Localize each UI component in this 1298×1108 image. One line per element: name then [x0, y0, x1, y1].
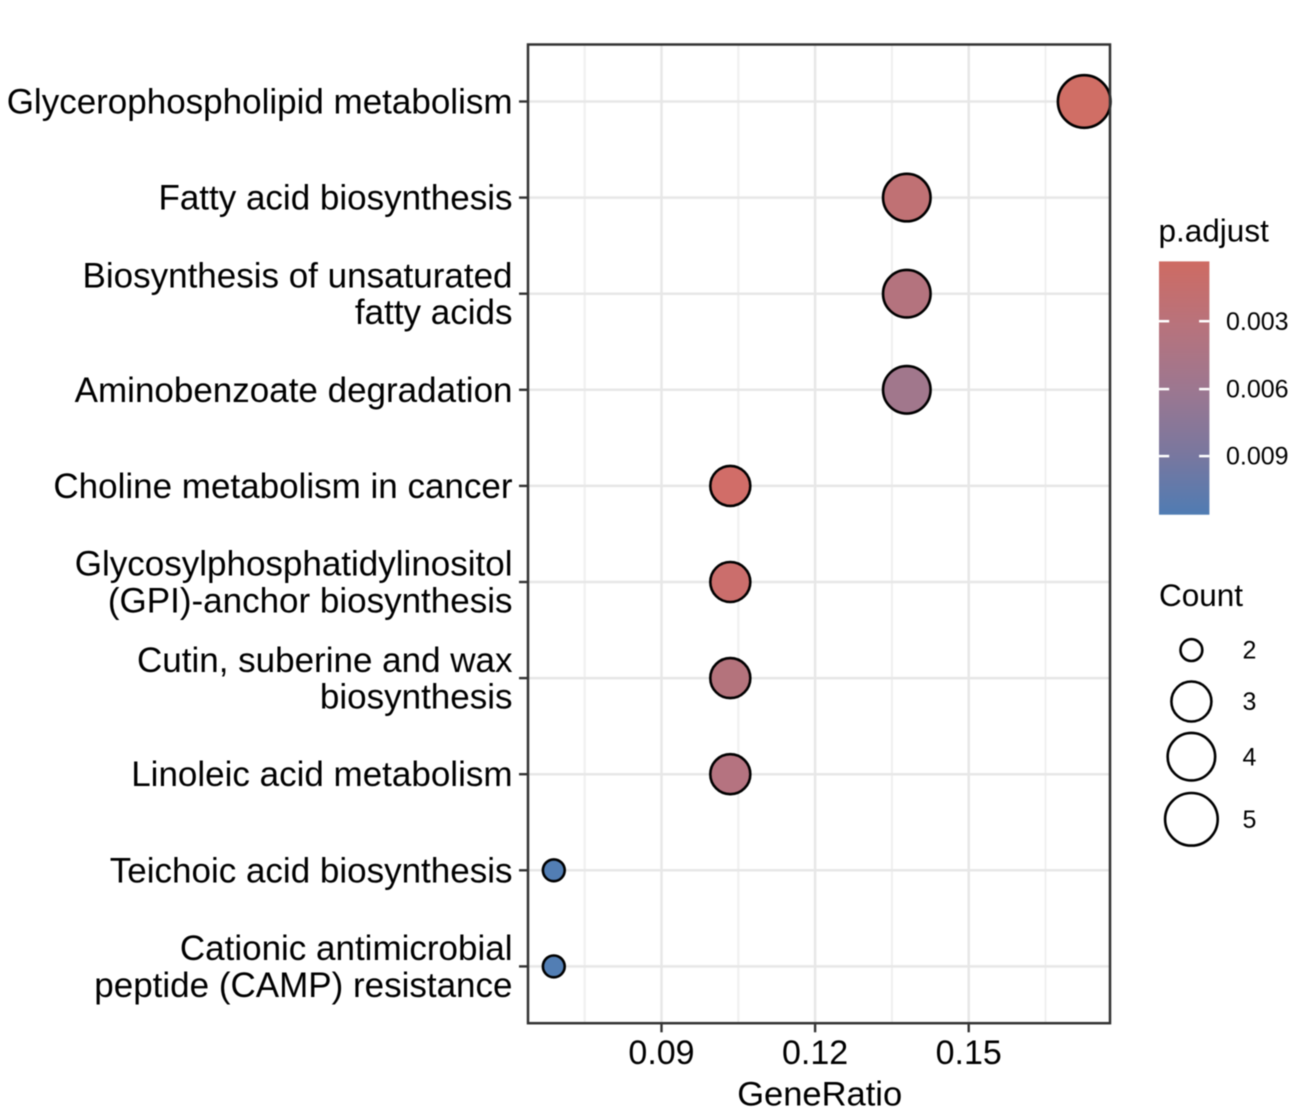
svg-text:0.006: 0.006 — [1226, 376, 1289, 404]
svg-text:Aminobenzoate degradation: Aminobenzoate degradation — [75, 371, 513, 410]
svg-text:Choline metabolism in cancer: Choline metabolism in cancer — [53, 467, 512, 506]
svg-text:fatty acids: fatty acids — [355, 293, 513, 332]
svg-text:Glycerophospholipid metabolism: Glycerophospholipid metabolism — [7, 83, 513, 122]
svg-text:Linoleic acid metabolism: Linoleic acid metabolism — [131, 755, 512, 794]
svg-text:Teichoic acid biosynthesis: Teichoic acid biosynthesis — [110, 851, 513, 890]
svg-text:0.15: 0.15 — [936, 1034, 1002, 1072]
svg-text:0.09: 0.09 — [628, 1034, 694, 1072]
svg-text:0.009: 0.009 — [1226, 443, 1289, 471]
svg-text:2: 2 — [1243, 637, 1257, 665]
svg-text:p.adjust: p.adjust — [1159, 213, 1270, 249]
svg-text:biosynthesis: biosynthesis — [320, 677, 513, 716]
svg-text:3: 3 — [1243, 688, 1257, 716]
svg-text:(GPI)-anchor biosynthesis: (GPI)-anchor biosynthesis — [108, 581, 513, 620]
svg-text:Glycosylphosphatidylinositol: Glycosylphosphatidylinositol — [75, 545, 513, 584]
svg-text:Cutin, suberine and wax: Cutin, suberine and wax — [137, 641, 513, 680]
svg-text:Fatty acid biosynthesis: Fatty acid biosynthesis — [158, 179, 512, 218]
svg-text:0.003: 0.003 — [1226, 308, 1289, 336]
svg-text:0.12: 0.12 — [782, 1034, 848, 1072]
svg-text:Biosynthesis of unsaturated: Biosynthesis of unsaturated — [83, 256, 513, 295]
svg-text:Cationic antimicrobial: Cationic antimicrobial — [180, 929, 513, 968]
svg-text:GeneRatio: GeneRatio — [737, 1076, 902, 1108]
svg-text:peptide (CAMP) resistance: peptide (CAMP) resistance — [94, 966, 512, 1005]
svg-text:4: 4 — [1243, 743, 1257, 771]
svg-text:5: 5 — [1243, 806, 1257, 834]
svg-text:Count: Count — [1159, 577, 1243, 613]
